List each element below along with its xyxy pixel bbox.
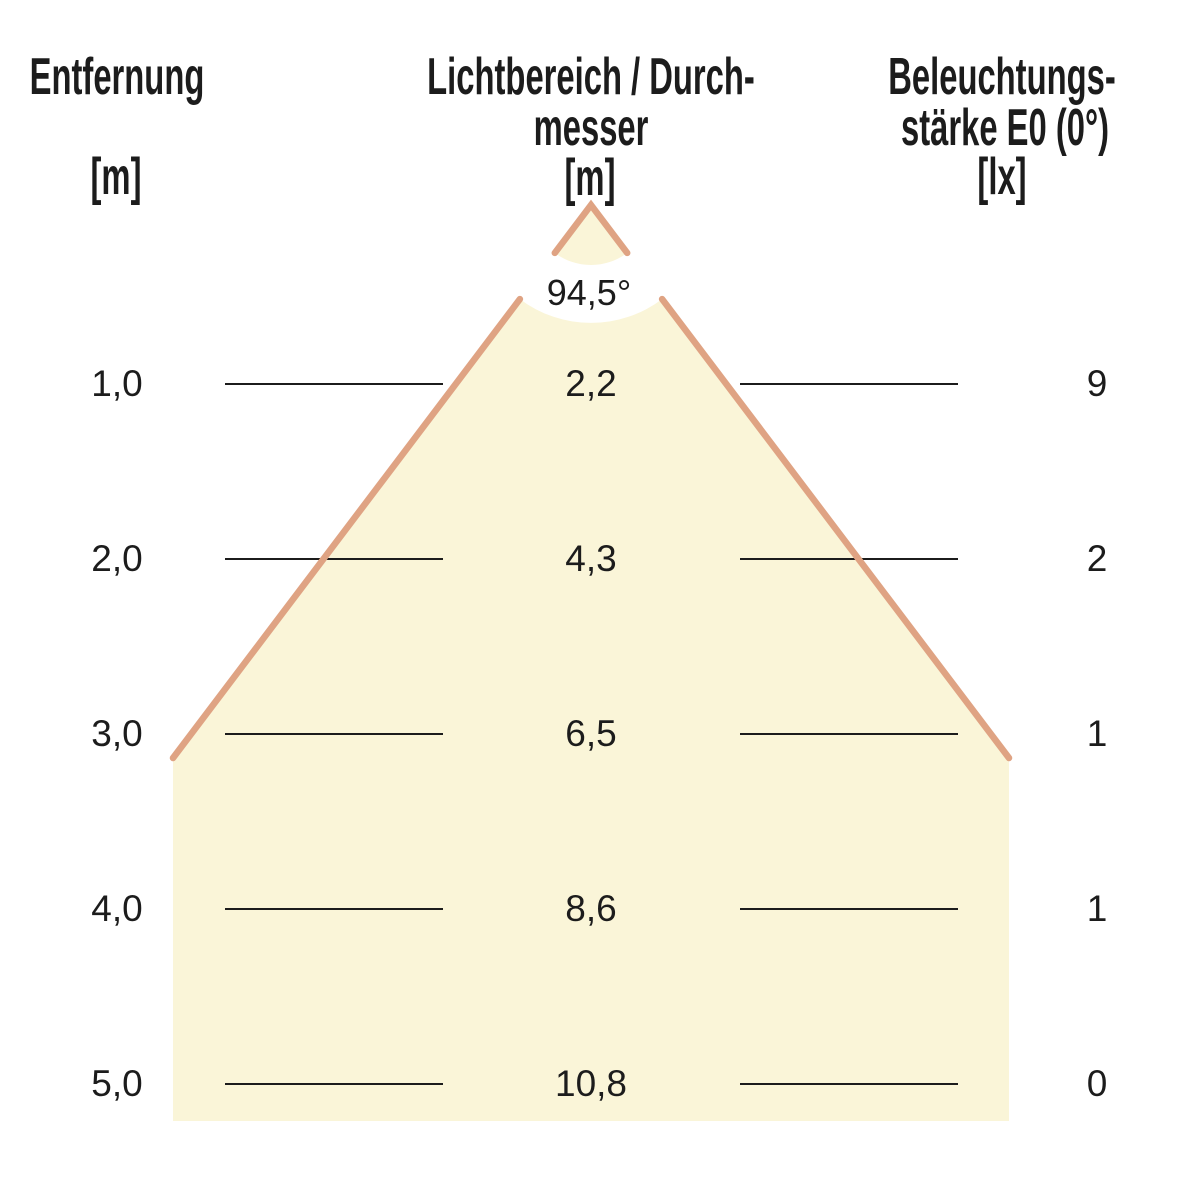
- diameter-value: 2,2: [565, 363, 617, 404]
- unit-distance: [m]: [90, 148, 142, 206]
- unit-diameter: [m]: [564, 149, 616, 207]
- row-4-line-right: [740, 908, 958, 910]
- distance-value: 5,0: [91, 1063, 143, 1104]
- beam-wedge-edge: [551, 199, 631, 257]
- diameter-value: 6,5: [565, 713, 617, 754]
- row-2-line-right: [740, 558, 958, 560]
- illuminance-value: 1: [1086, 713, 1108, 754]
- beam-wedge-fill: [554, 205, 628, 266]
- distance-value: 2,0: [91, 538, 143, 579]
- distance-value: 3,0: [91, 713, 143, 754]
- row-2-line-left: [225, 558, 443, 560]
- beam-edge-left: [169, 295, 524, 762]
- distance-value: 1,0: [91, 363, 143, 404]
- row-4-line-left: [225, 908, 443, 910]
- row-1-line-right: [740, 383, 958, 385]
- row-5-line-left: [225, 1083, 443, 1085]
- illuminance-value: 2: [1086, 538, 1108, 579]
- diameter-value: 8,6: [565, 888, 617, 929]
- unit-illuminance: [lx]: [977, 148, 1027, 206]
- row-1-line-left: [225, 383, 443, 385]
- row-3-line-left: [225, 733, 443, 735]
- diameter-value: 4,3: [565, 538, 617, 579]
- distance-value: 4,0: [91, 888, 143, 929]
- beam-body-fill: [173, 299, 1009, 1122]
- header-distance: Entfernung: [29, 48, 205, 106]
- row-3-line-right: [740, 733, 958, 735]
- illuminance-value: 0: [1086, 1063, 1108, 1104]
- illuminance-value: 9: [1086, 363, 1108, 404]
- row-5-line-right: [740, 1083, 958, 1085]
- beam-edge-right: [658, 295, 1013, 762]
- header-diameter-line1: Lichtbereich / Durch-: [427, 48, 755, 106]
- illuminance-value: 1: [1086, 888, 1108, 929]
- header-diameter-line2: messer: [533, 99, 649, 157]
- header-illuminance-line1: Beleuchtungs-: [888, 48, 1116, 106]
- beam-angle-label: 94,5°: [546, 272, 632, 313]
- diameter-value: 10,8: [554, 1063, 628, 1104]
- header-illuminance-line2: stärke E0 (0°): [901, 99, 1109, 157]
